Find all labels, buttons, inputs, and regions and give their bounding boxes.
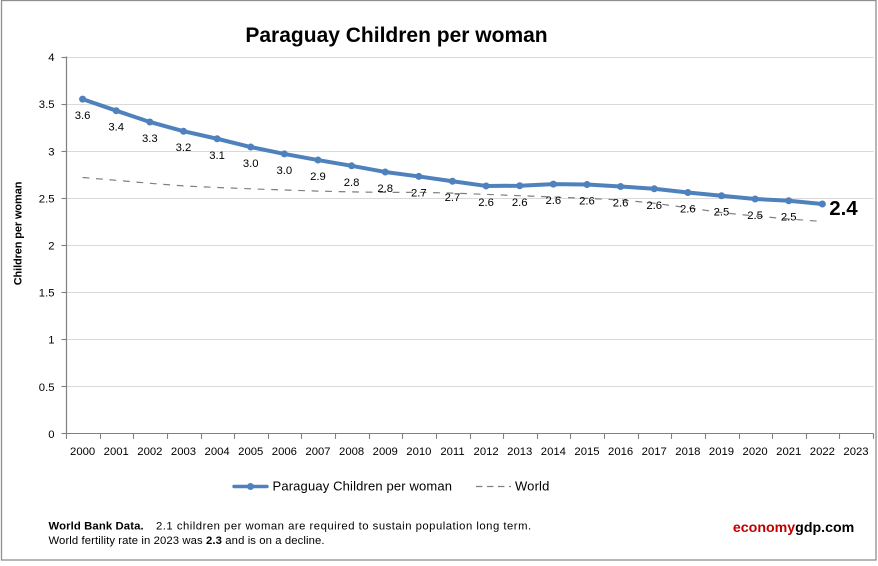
svg-text:1.5: 1.5 [39, 288, 55, 300]
svg-text:2.6: 2.6 [680, 204, 696, 216]
svg-text:2.8: 2.8 [344, 177, 360, 189]
svg-text:3.0: 3.0 [277, 165, 293, 177]
svg-text:2019: 2019 [709, 446, 734, 458]
svg-text:economygdp.com: economygdp.com [733, 520, 854, 536]
svg-text:2.5: 2.5 [714, 207, 730, 219]
svg-text:3.1: 3.1 [209, 150, 225, 162]
svg-text:2016: 2016 [608, 446, 633, 458]
svg-text:3.3: 3.3 [142, 133, 158, 145]
svg-text:World Bank Data.2.1 children p: World Bank Data. 2.1 children per woman a… [49, 520, 532, 532]
svg-text:2006: 2006 [272, 446, 297, 458]
svg-text:2.6: 2.6 [579, 196, 595, 208]
svg-text:2.6: 2.6 [613, 198, 629, 210]
svg-text:0.5: 0.5 [39, 382, 55, 394]
svg-text:Paraguay Children per woman: Paraguay Children per woman [245, 24, 547, 47]
svg-text:2015: 2015 [574, 446, 599, 458]
svg-text:3: 3 [48, 146, 54, 158]
svg-text:2.9: 2.9 [310, 171, 326, 183]
svg-text:2017: 2017 [642, 446, 667, 458]
svg-text:2: 2 [48, 240, 54, 252]
svg-text:1: 1 [48, 335, 54, 347]
svg-text:2020: 2020 [743, 446, 768, 458]
svg-text:Paraguay Children per woman: Paraguay Children per woman [273, 479, 453, 494]
svg-text:3.2: 3.2 [176, 142, 192, 154]
svg-text:2.6: 2.6 [546, 195, 562, 207]
svg-text:2.5: 2.5 [747, 210, 763, 222]
svg-text:3.4: 3.4 [108, 122, 124, 134]
svg-text:2007: 2007 [305, 446, 330, 458]
svg-text:2.4: 2.4 [829, 197, 858, 220]
svg-text:2012: 2012 [474, 446, 499, 458]
svg-text:2022: 2022 [810, 446, 835, 458]
svg-text:2011: 2011 [440, 446, 464, 458]
svg-text:2000: 2000 [70, 446, 95, 458]
svg-text:2014: 2014 [541, 446, 566, 458]
svg-text:2.6: 2.6 [512, 197, 528, 209]
svg-text:2004: 2004 [205, 446, 230, 458]
svg-text:2021: 2021 [776, 446, 801, 458]
svg-text:2003: 2003 [171, 446, 196, 458]
svg-text:2.8: 2.8 [377, 183, 393, 195]
svg-text:3.0: 3.0 [243, 158, 259, 170]
svg-text:4: 4 [48, 52, 54, 64]
svg-text:2.6: 2.6 [478, 197, 494, 209]
svg-text:2001: 2001 [104, 446, 129, 458]
svg-text:2005: 2005 [238, 446, 263, 458]
svg-text:2.6: 2.6 [646, 200, 662, 212]
svg-text:2.7: 2.7 [445, 192, 461, 204]
svg-text:World: World [515, 479, 549, 494]
svg-text:2.5: 2.5 [39, 193, 55, 205]
svg-text:2009: 2009 [373, 446, 398, 458]
svg-text:2010: 2010 [406, 446, 431, 458]
svg-text:2.5: 2.5 [781, 212, 797, 224]
svg-text:2023: 2023 [843, 446, 868, 458]
svg-text:0: 0 [48, 429, 54, 441]
svg-text:2018: 2018 [675, 446, 700, 458]
svg-text:2008: 2008 [339, 446, 364, 458]
svg-text:2013: 2013 [507, 446, 532, 458]
svg-text:3.5: 3.5 [39, 99, 55, 111]
svg-text:World fertility rate in 2023 w: World fertility rate in 2023 was 2.3 and… [49, 535, 325, 547]
svg-text:3.6: 3.6 [75, 110, 91, 122]
svg-text:Children per woman: Children per woman [12, 181, 24, 285]
svg-text:2002: 2002 [137, 446, 162, 458]
svg-text:2.7: 2.7 [411, 187, 427, 199]
